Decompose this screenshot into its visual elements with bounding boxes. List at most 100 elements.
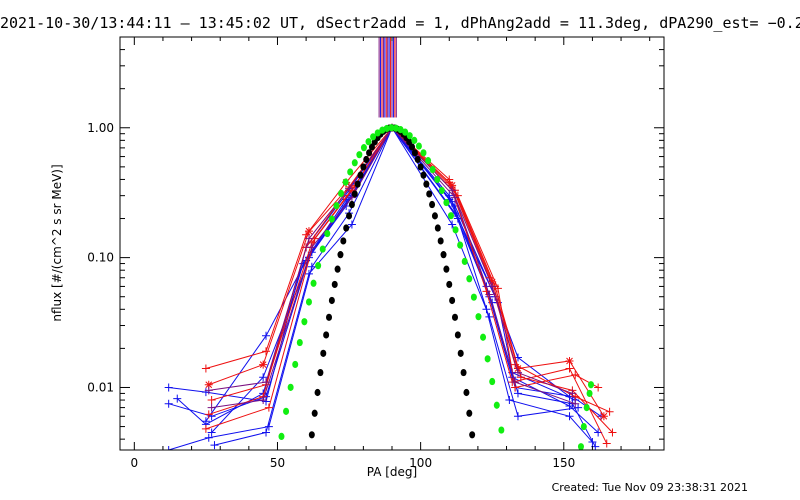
fit-point [437,237,444,245]
data-point-plus [513,412,522,421]
fit-point [411,149,418,157]
data-point-plus [204,386,213,395]
series-9 [204,123,608,421]
data-point-star [259,361,267,368]
fit-point [415,142,422,150]
series-13 [204,123,577,398]
data-point-plus [513,368,522,377]
data-point-plus [345,184,354,193]
data-point-plus [201,417,210,426]
data-point-plus [493,284,502,293]
fit-point [292,360,299,369]
fit-point [423,180,430,188]
fit-point [363,155,370,164]
fit-point [347,168,354,176]
fit-point [348,200,355,209]
fit-point [397,126,404,134]
fit-point [429,200,436,209]
data-point-plus [485,290,494,299]
fit-point [323,331,330,339]
data-point-plus [513,389,522,398]
fit-point [360,144,367,152]
fit-point [440,251,447,259]
fit-point [431,212,438,220]
series-line [205,126,599,430]
series-line [176,126,596,447]
fit-point [315,262,322,270]
data-point-plus [602,439,611,448]
data-point-plus [571,370,580,379]
data-point-plus [485,312,494,321]
data-point-plus [259,373,268,382]
fit-point [457,241,464,249]
data-point-plus [488,282,497,291]
fit-point [451,313,458,321]
fit-point [449,296,456,305]
data-point-plus [588,438,597,447]
fit-point [434,175,441,184]
data-point-plus [594,383,603,392]
data-point-plus [568,389,577,398]
fit-point [425,157,432,165]
fit-point [356,151,363,159]
data-point-plus [565,412,574,421]
series-8 [201,123,614,416]
fit-point [586,389,593,398]
fit-point [446,280,453,289]
fit-point [337,251,344,259]
fit-point [466,275,473,283]
fit-point [379,126,386,134]
data-point-plus [450,193,459,202]
fit-point [357,171,364,179]
fit-point [577,443,584,450]
data-point-star [205,381,213,389]
data-point-star [566,357,573,365]
data-point-plus [511,378,520,387]
data-point-plus [262,347,271,356]
fit-point [311,409,318,417]
fit-point [326,313,333,321]
x-tick-label: 150 [552,456,575,470]
fit-point [406,132,413,140]
fit-point [480,333,487,341]
data-point-plus [207,428,216,437]
vertical-marker-lines [378,37,397,118]
fit-point [320,349,327,357]
fit-point [354,180,361,188]
fit-point [370,133,377,141]
series-12 [201,123,603,433]
fit-point [340,237,347,245]
x-tick-label: 0 [130,456,138,470]
fit-point [366,149,373,157]
data-point-plus [264,422,273,431]
data-point-plus [204,410,213,419]
data-point-plus [264,403,273,412]
data-point-plus [173,394,182,403]
fit-point [443,265,450,273]
x-axis-label: PA [deg] [367,465,417,479]
fit-point [409,143,416,151]
fit-point [417,163,424,171]
created-timestamp: Created: Tue Nov 09 23:38:31 2021 [551,481,748,494]
series-line [211,126,613,433]
data-point-plus [347,220,356,229]
fit-point [308,431,315,439]
series-4 [164,123,597,450]
fit-point [317,368,324,377]
fit-point [434,224,441,232]
fit-point [420,171,427,179]
fit-point [314,388,321,397]
series-line [208,127,608,444]
fit-point [580,422,587,431]
fit-curves-group [278,124,594,450]
fit-point [360,163,367,171]
fit-point [393,124,400,132]
fit-point [351,190,358,198]
fit-point [438,186,445,195]
fit-point [388,124,395,132]
fit-point [463,388,470,397]
fit-point [460,368,467,377]
fit-point [454,331,461,339]
x-tick-label: 100 [409,456,432,470]
